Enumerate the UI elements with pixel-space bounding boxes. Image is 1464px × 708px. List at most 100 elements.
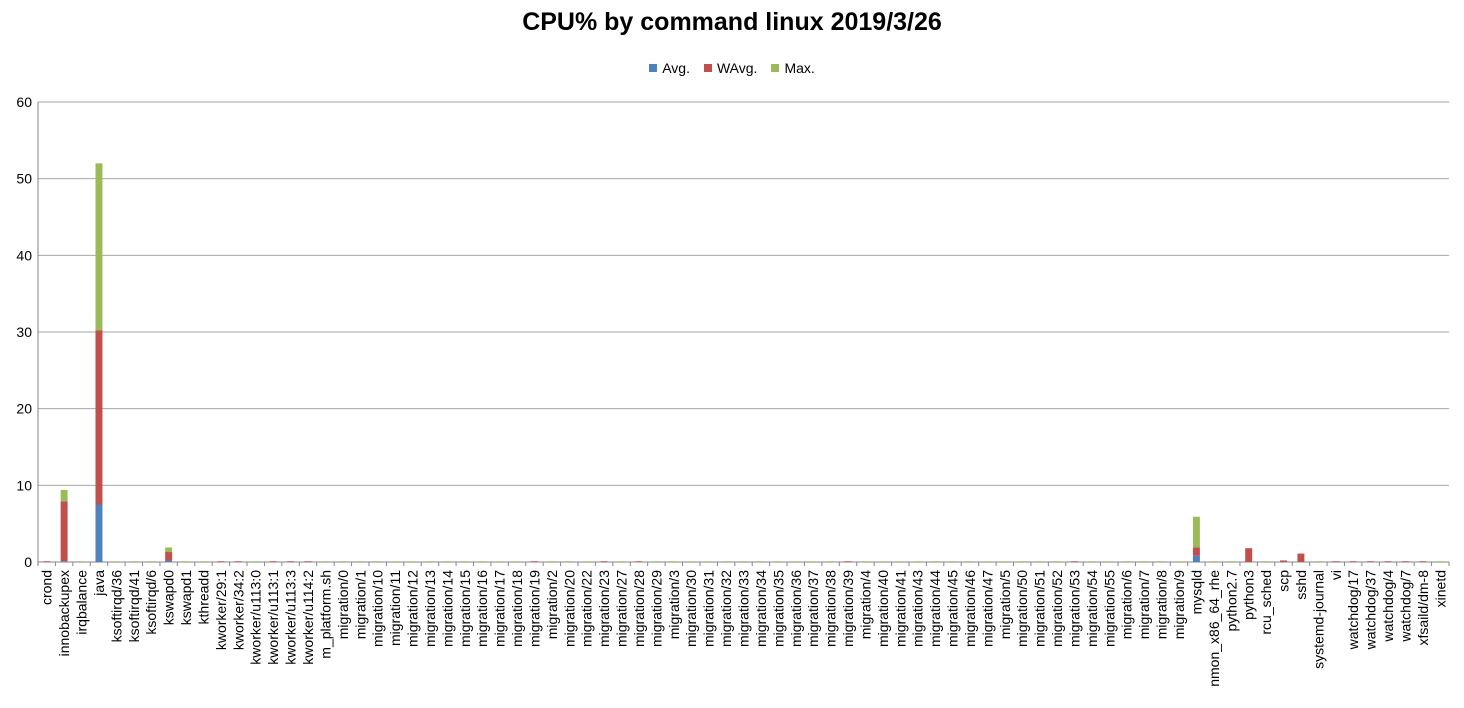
x-category-label: migration/12 [405,570,421,647]
x-category-label: migration/52 [1049,570,1065,647]
bar-max [652,561,660,562]
x-category-label: migration/29 [648,570,664,647]
bar-max [95,163,103,331]
bar-wavg [60,501,68,562]
y-tick-label: 10 [16,477,32,493]
y-tick-label: 0 [24,554,32,570]
bar-wavg [304,561,312,562]
x-category-label: migration/18 [509,570,525,647]
x-category-label: kthreadd [195,570,211,624]
legend-item-wavg: WAvg. [703,60,758,76]
x-category-label: vi [1328,570,1344,580]
x-category-label: migration/20 [561,570,577,647]
bar-wavg [165,552,173,561]
x-category-label: migration/9 [1171,570,1187,639]
x-category-label: kworker/u113:1 [265,570,281,665]
bar-max [827,561,835,562]
bar-max [443,561,451,562]
x-category-label: migration/33 [736,570,752,647]
chart-legend: Avg. WAvg. Max. [0,60,1464,76]
bar-max [1001,561,1009,562]
bar-max [1036,561,1044,562]
x-category-label: migration/19 [526,570,542,647]
x-category-label: migration/35 [770,570,786,647]
x-category-label: migration/30 [683,570,699,647]
legend-label-avg: Avg. [662,60,690,76]
bar-wavg [95,330,103,505]
x-category-label: migration/37 [805,570,821,647]
legend-item-max: Max. [771,60,815,76]
bar-wavg [600,561,608,562]
bar-max [409,561,417,562]
x-category-label: migration/28 [631,570,647,647]
x-category-label: java [91,570,107,597]
bar-wavg [1070,561,1078,562]
x-category-label: kworker/34:2 [230,570,246,650]
bar-max [983,561,991,562]
bar-max [565,561,573,562]
bar-max [130,561,138,562]
bar-wavg [1332,561,1340,562]
x-category-label: rcu_sched [1258,570,1274,635]
bar-max [1210,561,1218,562]
x-category-label: xinetd [1432,570,1448,607]
x-category-label: kswapd0 [161,570,177,625]
bar-max [165,547,173,553]
x-category-label: migration/53 [1066,570,1082,647]
bar-max [426,561,434,562]
bar-max [792,561,800,562]
x-category-label: migration/3 [666,570,682,639]
bar-max [687,561,695,562]
bar-wavg [1349,561,1357,562]
bar-wavg [1297,553,1305,562]
chart-title: CPU% by command linux 2019/3/26 [522,8,942,36]
x-category-label: migration/6 [1119,570,1135,639]
bar-wavg [635,561,643,562]
bar-max [374,561,382,562]
x-category-label: migration/11 [387,570,403,646]
x-category-label: migration/1 [352,570,368,639]
x-category-label: kworker/u113:0 [248,570,264,665]
x-category-label: systemd-journal [1310,570,1326,669]
x-category-label: migration/38 [823,570,839,647]
x-category-label: watchdog/4 [1380,570,1396,643]
x-category-label: kworker/u113:3 [283,570,299,665]
bar-max [1158,561,1166,562]
bar-max [182,561,190,562]
bar-wavg [43,561,51,562]
x-category-label: migration/15 [457,570,473,647]
bar-max [774,561,782,562]
legend-label-wavg: WAvg. [716,60,758,76]
bar-max [931,561,939,562]
x-category-label: xfsaild/dm-8 [1415,570,1431,646]
x-category-label: kworker/29:1 [213,570,229,650]
bar-wavg [1192,547,1200,556]
y-tick-label: 20 [16,401,32,417]
bar-max [1192,516,1200,548]
x-category-label: watchdog/37 [1363,570,1379,651]
x-category-label: migration/27 [614,570,630,647]
bar-max [1088,561,1096,562]
x-category-label: sshd [1293,570,1309,600]
bar-max [1140,561,1148,562]
bar-wavg [234,561,242,562]
x-category-label: migration/8 [1154,570,1170,639]
bar-max [740,561,747,562]
x-category-label: migration/50 [1014,570,1030,647]
bar-wavg [844,561,852,562]
x-category-label: migration/55 [1101,570,1117,647]
x-category-label: migration/13 [422,570,438,647]
bar-max [896,561,904,562]
bar-avg [95,504,103,562]
legend-swatch-wavg [703,64,712,72]
y-tick-label: 40 [16,247,32,263]
bar-max [78,561,86,562]
x-category-label: mysqld [1188,570,1204,614]
x-category-label: migration/2 [544,570,560,639]
bar-max [670,561,678,562]
bar-max [809,561,817,562]
legend-swatch-max [771,64,780,72]
bar-max [339,561,347,562]
bar-avg [1192,555,1200,562]
